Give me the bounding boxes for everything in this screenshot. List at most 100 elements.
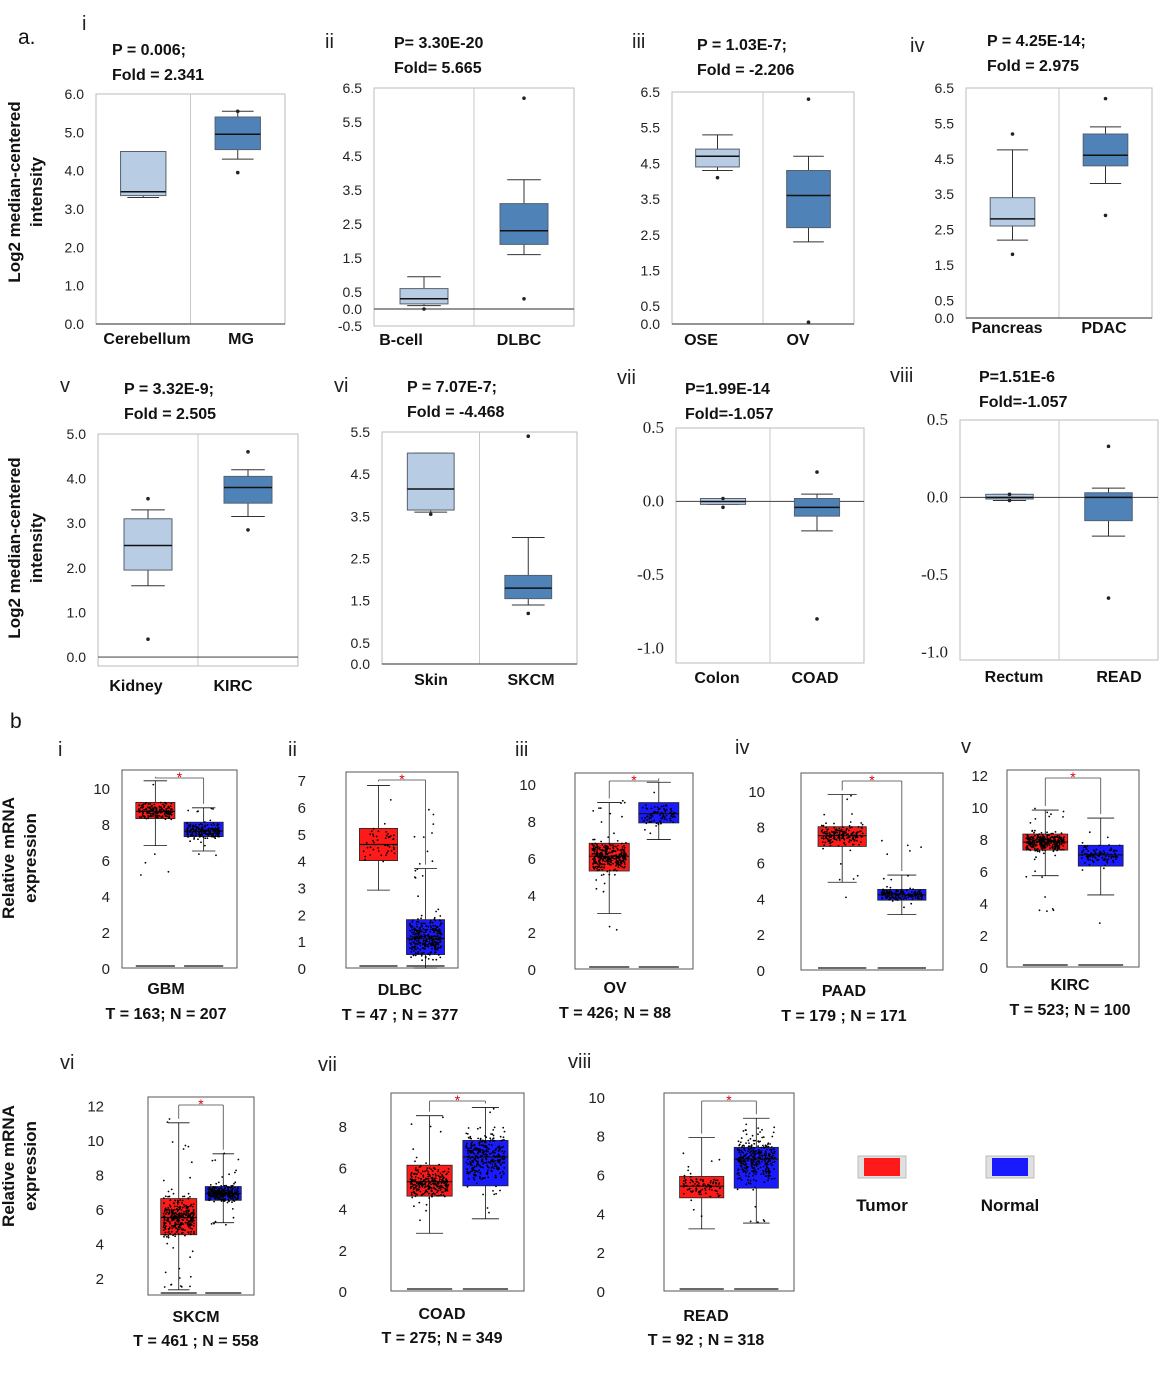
box-normal <box>989 132 1036 257</box>
jitter-point <box>189 1196 191 1198</box>
jitter-point <box>158 815 161 817</box>
jitter-point <box>417 895 419 898</box>
y-tick-label: 5.0 <box>65 124 85 140</box>
jitter-point <box>650 807 653 810</box>
jitter-point <box>385 834 388 837</box>
jitter-point <box>660 817 663 820</box>
jitter-point <box>881 897 884 900</box>
jitter-point <box>1053 842 1056 844</box>
y-tick-label: 0 <box>102 961 110 978</box>
jitter-point <box>1026 834 1029 836</box>
jitter-point <box>1103 857 1106 860</box>
jitter-point <box>686 1188 689 1191</box>
jitter-point <box>486 1207 489 1209</box>
jitter-point <box>771 1178 773 1180</box>
jitter-point <box>192 1209 195 1211</box>
jitter-point <box>142 812 145 815</box>
jitter-point <box>362 850 365 853</box>
significance-star: * <box>198 1096 204 1112</box>
jitter-point <box>435 1188 437 1191</box>
jitter-point <box>172 1247 175 1249</box>
y-tick-label: 2.5 <box>641 227 661 243</box>
jitter-point <box>409 924 412 927</box>
jitter-point <box>1110 857 1113 859</box>
jitter-point <box>770 1149 773 1151</box>
jitter-point <box>186 1218 188 1221</box>
jitter-point <box>191 1250 194 1253</box>
jitter-point <box>751 1149 754 1151</box>
y-tick-label: 12 <box>87 1099 104 1116</box>
jitter-point <box>1115 858 1117 861</box>
jitter-point <box>881 894 883 896</box>
jitter-point <box>911 898 914 901</box>
jitter-point <box>200 822 202 825</box>
jitter-point <box>501 1155 504 1158</box>
jitter-point <box>691 1179 693 1182</box>
jitter-point <box>438 1194 440 1197</box>
jitter-point <box>228 1173 231 1176</box>
jitter-point <box>1106 859 1109 861</box>
jitter-point <box>502 1152 505 1155</box>
jitter-point <box>858 830 861 833</box>
jitter-point <box>412 954 415 957</box>
outlier-point <box>422 307 426 311</box>
outlier-point <box>806 97 811 101</box>
jitter-point <box>767 1167 770 1170</box>
jitter-point <box>750 1160 752 1162</box>
jitter-point <box>414 1167 417 1169</box>
jitter-point <box>740 1179 743 1181</box>
jitter-point <box>426 928 429 931</box>
jitter-point <box>1033 831 1035 834</box>
y-tick-label: 6 <box>339 1160 347 1177</box>
jitter-point <box>183 1205 186 1208</box>
jitter-point <box>176 1199 179 1202</box>
y-tick-label: 6 <box>528 851 536 868</box>
jitter-point <box>467 1147 469 1150</box>
jitter-point <box>437 954 440 956</box>
jitter-point <box>1034 829 1036 832</box>
jitter-point <box>392 846 395 849</box>
jitter-point <box>433 1186 435 1189</box>
jitter-point <box>411 919 414 921</box>
jitter-point <box>428 938 431 941</box>
jitter-point <box>473 1147 476 1150</box>
jitter-point <box>142 805 145 808</box>
jitter-point <box>192 1219 194 1221</box>
y-tick-label: 6 <box>298 800 306 817</box>
jitter-point <box>1025 837 1028 839</box>
jitter-point <box>431 1195 433 1198</box>
stat-p-value: P= 3.30E-20 <box>394 35 484 52</box>
jitter-point <box>220 1185 223 1187</box>
jitter-point <box>418 1186 421 1189</box>
jitter-point <box>436 948 439 951</box>
jitter-point <box>502 1170 504 1173</box>
jitter-point <box>689 1178 692 1181</box>
jitter-point <box>420 1172 423 1175</box>
jitter-point <box>432 924 435 927</box>
jitter-point <box>610 859 613 862</box>
jitter-point <box>200 841 202 844</box>
jitter-point <box>840 837 843 840</box>
jitter-point <box>748 1142 750 1144</box>
jitter-point <box>861 827 863 830</box>
jitter-point <box>429 1175 431 1177</box>
jitter-point <box>911 891 913 893</box>
jitter-point <box>166 1242 169 1245</box>
jitter-point <box>695 1178 698 1181</box>
y-tick-label: 2 <box>597 1245 605 1262</box>
jitter-point <box>700 1178 702 1181</box>
jitter-point <box>155 807 158 810</box>
jitter-point <box>232 1216 235 1219</box>
y-tick-label: 1.0 <box>65 278 85 294</box>
jitter-point <box>443 1176 445 1179</box>
jitter-point <box>820 824 823 827</box>
jitter-point <box>380 854 383 857</box>
y-tick-label: 1 <box>298 934 306 951</box>
jitter-points <box>736 1123 776 1223</box>
jitter-point <box>761 1155 764 1158</box>
y-tick-label: 10 <box>748 784 765 801</box>
jitter-point <box>471 1164 473 1166</box>
jitter-point <box>752 1174 754 1177</box>
jitter-point <box>186 829 189 831</box>
